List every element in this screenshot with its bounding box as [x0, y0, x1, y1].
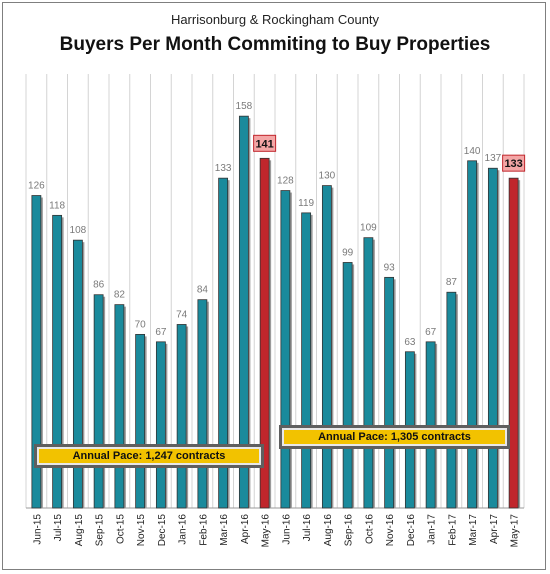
bar-oct-15: [114, 304, 125, 509]
chart-subtitle: Harrisonburg & Rockingham County: [170, 12, 380, 27]
bar-apr-17: [487, 167, 498, 509]
x-tick-label: Dec-15: [157, 514, 168, 547]
x-tick-label: Sep-15: [95, 514, 106, 547]
data-label: 118: [49, 200, 65, 211]
bar-aug-16: [321, 185, 332, 509]
data-label: 74: [176, 309, 188, 320]
bar-dec-15: [155, 341, 166, 509]
bar-may-17: [508, 177, 519, 509]
data-label: 133: [215, 163, 232, 174]
bar-sep-16: [342, 262, 353, 509]
bar-mar-16: [218, 177, 229, 509]
bar-feb-17: [446, 291, 457, 509]
data-label: 128: [277, 176, 294, 187]
x-tick-label: Dec-16: [406, 514, 417, 547]
data-label: 133: [504, 158, 522, 170]
x-tick-label: Nov-15: [136, 514, 147, 547]
x-tick-label: Mar-16: [219, 514, 230, 546]
x-tick-label: Feb-17: [447, 514, 458, 546]
bar-jun-16: [280, 190, 291, 509]
x-tick-label: Jun-16: [281, 514, 292, 545]
data-label: 86: [93, 280, 105, 291]
bar-sep-15: [93, 294, 104, 509]
data-label: 99: [342, 247, 354, 258]
annual-pace-text: Annual Pace: 1,305 contracts: [284, 430, 505, 444]
data-label: 119: [298, 198, 314, 209]
data-label: 70: [135, 319, 147, 330]
data-label: 158: [236, 101, 253, 112]
data-label: 126: [28, 181, 45, 192]
x-tick-label: Jan-17: [427, 514, 438, 545]
highlight-label-box: [253, 134, 277, 152]
bar-apr-16: [238, 115, 249, 509]
bar-jan-16: [176, 324, 187, 509]
x-tick-label: Aug-16: [323, 514, 334, 547]
bar-oct-16: [363, 237, 374, 509]
data-label: 67: [155, 327, 167, 338]
x-tick-label: Nov-16: [385, 514, 396, 547]
bar-jul-15: [52, 214, 63, 509]
highlight-label-box: [502, 154, 526, 172]
chart-title: Buyers Per Month Commiting to Buy Proper…: [59, 34, 491, 55]
data-label: 87: [446, 277, 458, 288]
bar-jul-16: [301, 212, 312, 509]
bar-jan-17: [425, 341, 436, 509]
data-label: 137: [485, 153, 502, 164]
bar-may-16: [259, 157, 270, 509]
data-label: 63: [404, 337, 416, 348]
x-tick-label: Aug-15: [74, 514, 85, 547]
data-label: 109: [360, 223, 377, 234]
x-tick-label: Sep-16: [344, 514, 355, 547]
x-tick-label: Jul-16: [302, 514, 313, 542]
data-label: 93: [384, 262, 396, 273]
annual-pace-callout-2015-16: Annual Pace: 1,247 contracts: [34, 444, 264, 468]
data-label: 130: [319, 171, 336, 182]
x-tick-label: Mar-17: [468, 514, 479, 546]
data-label: 140: [464, 146, 481, 157]
x-tick-label: Jan-16: [178, 514, 189, 545]
x-tick-label: Apr-16: [240, 514, 251, 544]
data-label: 67: [425, 327, 437, 338]
x-tick-label: May-17: [510, 514, 521, 548]
bar-mar-17: [467, 160, 478, 509]
bar-jun-15: [31, 195, 42, 509]
x-tick-label: May-16: [261, 514, 272, 548]
data-label: 108: [70, 225, 87, 236]
bar-nov-16: [384, 276, 395, 509]
annual-pace-text: Annual Pace: 1,247 contracts: [39, 449, 259, 463]
x-tick-label: Jun-15: [32, 514, 43, 545]
bar-nov-15: [135, 333, 146, 509]
x-tick-label: Feb-16: [198, 514, 209, 546]
annual-pace-callout-2016-17: Annual Pace: 1,305 contracts: [279, 425, 510, 449]
x-tick-label: Apr-17: [489, 514, 500, 544]
data-label: 84: [197, 285, 209, 296]
x-tick-label: Jul-15: [53, 514, 64, 542]
x-tick-label: Oct-16: [364, 514, 375, 544]
data-label: 82: [114, 290, 126, 301]
data-label: 141: [255, 138, 273, 150]
bar-aug-15: [72, 239, 83, 509]
x-tick-label: Oct-15: [115, 514, 126, 544]
bar-feb-16: [197, 299, 208, 509]
